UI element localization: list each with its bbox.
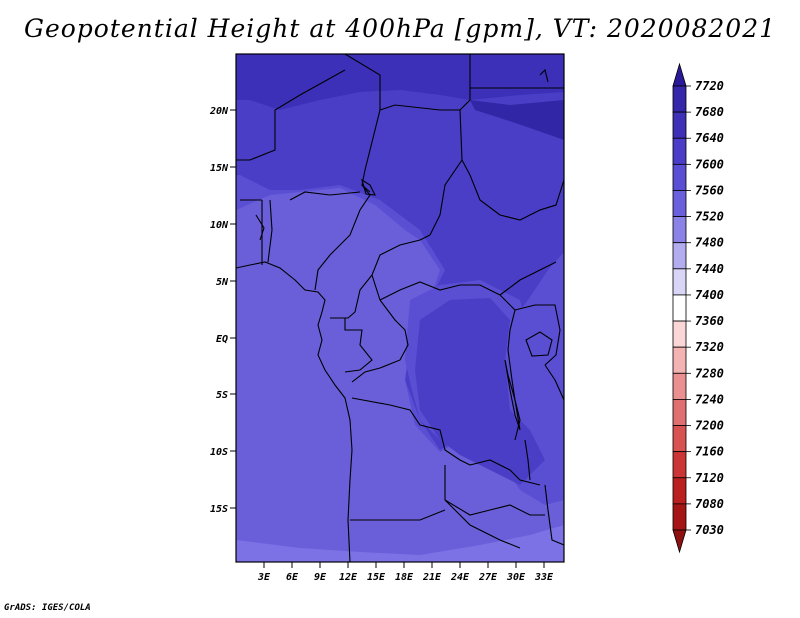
colorbar-box — [672, 477, 687, 505]
colorbar-box — [672, 85, 687, 113]
lat-label-10n: 10N — [210, 220, 229, 231]
colorbar-label: 7720 — [695, 79, 724, 93]
field-level-7480-south — [236, 525, 564, 562]
field-level-7520-west — [236, 188, 564, 562]
plot-title: Geopotential Height at 400hPa [gpm], VT:… — [23, 14, 777, 43]
map-panel: 20N 15N 10N 5N EQ 5S 10S 15S 3E 6E 9E 12… — [209, 53, 565, 583]
border-mali-niger — [236, 69, 346, 161]
lat-label-5s: 5S — [216, 390, 228, 401]
field-level-7640 — [236, 54, 564, 110]
colorbar-label: 7560 — [695, 183, 724, 197]
colorbar-label: 7200 — [695, 419, 724, 433]
colorbar-box — [672, 242, 687, 270]
colorbar-box — [672, 399, 687, 426]
lat-label-5n: 5N — [216, 277, 229, 288]
colorbar-box — [672, 294, 687, 322]
border-ethiopia — [539, 179, 564, 211]
lon-label-27e: 27E — [478, 572, 498, 583]
colorbar-label: 7600 — [695, 157, 724, 171]
lake-victoria — [525, 331, 553, 357]
colorbar-label: 7320 — [695, 340, 724, 354]
field-level-7600-congo — [415, 298, 545, 485]
border-congo-drc — [351, 299, 409, 383]
colorbar-label: 7480 — [695, 236, 724, 250]
lon-label-12e: 12E — [339, 572, 358, 583]
colorbar-label: 7640 — [695, 131, 724, 145]
border-tanzania — [544, 364, 564, 401]
colorbar-box — [672, 372, 687, 400]
lon-label-3e: 3E — [257, 572, 271, 583]
colorbar-top-arrow — [672, 62, 687, 87]
colorbar-box — [672, 163, 687, 191]
border-gabon — [330, 317, 373, 373]
lon-label-15e: 15E — [367, 572, 386, 583]
border-angola-zambia — [444, 465, 491, 516]
colorbar-label: 7360 — [695, 314, 724, 328]
lon-label-30e: 30E — [506, 572, 526, 583]
colorbar-label: 7240 — [695, 392, 724, 406]
field-level-7560-east — [535, 395, 564, 440]
lon-label-9e: 9E — [314, 572, 327, 583]
colorbar-box — [672, 503, 687, 531]
river-nile — [539, 68, 549, 83]
colorbar-label: 7030 — [695, 523, 724, 537]
border-mozambique — [544, 484, 564, 546]
border-drc-east — [499, 294, 521, 441]
lat-label-eq: EQ — [216, 334, 228, 345]
border-niger-chad — [379, 104, 463, 236]
colorbar-label: 7680 — [695, 105, 724, 119]
coastline-gulf-guinea — [236, 261, 353, 562]
colorbar-label: 7160 — [695, 445, 724, 459]
lon-label-24e: 24E — [450, 572, 470, 583]
colorbar-label: 7440 — [695, 262, 724, 276]
field-level-7680 — [470, 100, 564, 140]
colorbar-label: 7280 — [695, 366, 724, 380]
border-namibia — [350, 509, 446, 521]
border-drc-angola — [351, 397, 471, 466]
border-zambia — [469, 459, 541, 486]
colorbar-boxes — [672, 62, 687, 554]
colorbar-box — [672, 346, 687, 374]
border-zimbabwe — [489, 504, 545, 516]
lat-label-15s: 15S — [210, 504, 228, 515]
lake-malawi — [524, 439, 531, 481]
border-uganda-kenya — [514, 304, 561, 366]
colorbar-box — [672, 216, 687, 244]
border-nigeria-niger — [289, 191, 361, 201]
lat-label-10s: 10S — [210, 447, 228, 458]
colorbar-label: 7400 — [695, 288, 724, 302]
colorbar-box — [672, 425, 687, 453]
map-frame — [235, 53, 565, 563]
colorbar-label: 7520 — [695, 210, 724, 224]
lake-volta — [255, 214, 265, 241]
border-botswana — [444, 499, 521, 549]
border-car-south — [379, 281, 501, 301]
lat-label-20n: 20N — [209, 106, 229, 117]
lon-label-6e: 6E — [286, 572, 299, 583]
colorbar-box — [672, 190, 687, 217]
colorbar-bottom-arrow — [672, 529, 687, 554]
border-libya-sudan — [459, 54, 471, 111]
footer-credit: GrADS: IGES/COLA — [4, 603, 91, 613]
border-chad-car — [371, 234, 431, 301]
lat-label-15n: 15N — [210, 163, 229, 174]
colorbar-box — [672, 137, 687, 165]
colorbar-box — [672, 320, 687, 348]
lon-label-33e: 33E — [534, 572, 554, 583]
border-benin — [267, 199, 273, 263]
lon-label-21e: 21E — [422, 572, 442, 583]
border-sudan-ssudan — [499, 261, 557, 296]
colorbar-label: 7080 — [695, 497, 724, 511]
colorbar-box — [672, 111, 687, 139]
lake-tanganyika — [504, 359, 521, 431]
border-nigeria-cameroon — [314, 184, 371, 291]
lon-label-18e: 18E — [395, 572, 414, 583]
colorbar-label: 7120 — [695, 471, 724, 485]
lake-chad — [361, 178, 376, 196]
colorbar-box — [672, 268, 687, 296]
colorbar-labels: 7720 7680 7640 7600 7560 7520 7480 7440 7400 7360… — [686, 79, 724, 537]
colorbar: 7720 7680 7640 7600 7560 7520 7480 7440 7400 7360… — [672, 62, 724, 554]
colorbar-box — [672, 451, 687, 479]
